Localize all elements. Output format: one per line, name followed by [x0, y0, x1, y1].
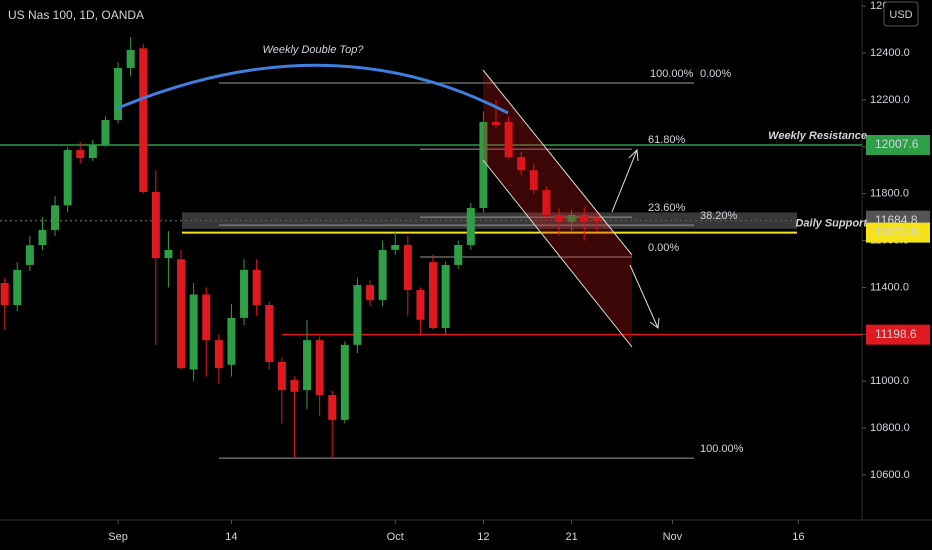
fib-label: 23.60%: [648, 202, 686, 214]
x-tick-label: 16: [792, 531, 804, 543]
candle-body: [580, 214, 589, 222]
candle-body: [517, 157, 526, 171]
level-name: Daily Support: [795, 218, 868, 230]
candle-body: [290, 380, 299, 392]
candle-body: [63, 150, 72, 206]
candle-body: [164, 249, 173, 259]
x-tick-label: Nov: [663, 531, 683, 543]
currency: USD: [889, 9, 912, 21]
x-tick-label: 12: [477, 531, 489, 543]
candle-body: [25, 245, 34, 265]
y-tick-label: 11400.0: [870, 281, 909, 293]
fib-label: 100.00%: [700, 443, 744, 455]
candle-body: [416, 290, 425, 320]
channel-line: [482, 69, 633, 256]
candle-body: [151, 192, 160, 259]
candle-body: [353, 285, 362, 345]
x-tick-label: 21: [565, 531, 577, 543]
y-tick-label: 11800.0: [870, 188, 909, 200]
candle-body: [51, 205, 60, 230]
currency-box[interactable]: [883, 1, 919, 27]
candle-body: [139, 48, 148, 193]
candle-body: [214, 340, 223, 369]
candle-body: [542, 190, 551, 215]
candle-body: [13, 269, 22, 306]
candle-body: [76, 150, 85, 159]
candle-body: [114, 67, 123, 121]
y-tick-label: 10800.0: [870, 422, 910, 434]
fib-label: 100.00%: [650, 68, 694, 80]
level-name: Weekly Resistance: [768, 130, 867, 142]
y-tick-label: 12200.0: [870, 94, 910, 106]
y-tick-label: 12400.0: [870, 47, 910, 59]
candle-body: [303, 340, 312, 391]
candle-body: [454, 244, 463, 265]
channel: [483, 70, 632, 347]
candle-body: [328, 395, 337, 420]
candle-body: [479, 121, 488, 208]
candle-body: [441, 264, 450, 328]
candle-body: [529, 170, 538, 191]
fib-label: 61.80%: [648, 134, 686, 146]
channel-line: [482, 159, 633, 348]
price-label-box: [866, 222, 930, 243]
candle-body: [277, 361, 286, 391]
price-label: 11633.8: [875, 225, 918, 239]
chart-title: US Nas 100, 1D, OANDA: [8, 8, 144, 22]
candle-body: [315, 340, 324, 396]
candle-body: [504, 121, 513, 158]
candle-body: [555, 214, 564, 222]
candle-body: [391, 244, 400, 250]
fib-label: 0.00%: [700, 68, 731, 80]
candle-body: [567, 214, 576, 222]
candle-body: [403, 244, 412, 291]
candle-body: [240, 269, 249, 318]
candle-body: [101, 120, 110, 146]
candle-body: [429, 262, 438, 328]
annotation: Weekly Double Top?: [263, 44, 365, 56]
price-label: 12007.6: [875, 137, 919, 151]
arrow: [611, 148, 639, 213]
candle-body: [189, 294, 198, 370]
x-tick-label: 14: [225, 531, 237, 543]
candle-body: [252, 269, 261, 306]
candle-body: [126, 49, 135, 68]
y-tick-label: 11000.0: [870, 375, 909, 387]
x-tick-label: Oct: [387, 531, 404, 543]
candle-body: [592, 218, 601, 221]
candle-body: [378, 249, 387, 301]
fib-label: 0.00%: [648, 242, 679, 254]
price-label-box: [866, 134, 930, 155]
fib-label: 38.20%: [700, 210, 738, 222]
candle-body: [202, 294, 211, 341]
candle-body: [366, 285, 375, 301]
double-top-arc: [117, 63, 509, 115]
candle-body: [227, 317, 236, 365]
arrow: [629, 264, 660, 329]
candle-body: [340, 344, 349, 420]
y-tick-label: 10600.0: [870, 469, 910, 481]
price-label-box: [866, 324, 930, 345]
price-label: 11198.6: [875, 327, 917, 341]
candle-body: [88, 145, 97, 159]
candle-body: [265, 305, 274, 362]
candle-body: [492, 121, 501, 125]
candle-body: [466, 207, 475, 245]
candle-body: [38, 229, 47, 245]
x-tick-label: Sep: [108, 531, 128, 543]
candle-body: [177, 259, 186, 369]
candle-body: [0, 282, 9, 306]
